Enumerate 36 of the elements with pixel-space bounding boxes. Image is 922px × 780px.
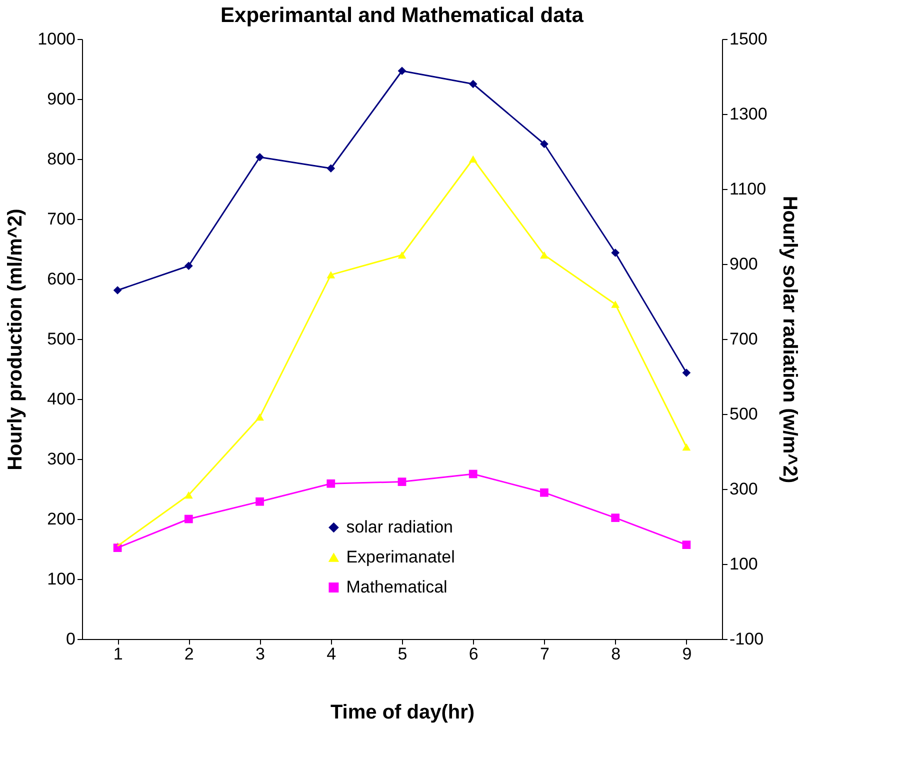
x-axis-title: Time of day(hr) xyxy=(330,702,475,724)
y2-tick-label: 700 xyxy=(730,330,758,348)
y2-axis-title: Hourly solar radiation (w/m^2) xyxy=(778,196,800,484)
y-tick-label: 700 xyxy=(47,210,76,228)
legend-label: Mathematical xyxy=(346,578,448,596)
x-tick-label: 9 xyxy=(682,644,692,664)
chart-title: Experimantal and Mathematical data xyxy=(220,4,584,27)
y-tick-label: 600 xyxy=(47,270,76,288)
y-tick-label: 1000 xyxy=(38,30,76,48)
y-tick-label: 200 xyxy=(47,510,76,528)
x-tick-label: 6 xyxy=(468,644,478,664)
x-tick-label: 7 xyxy=(540,644,550,664)
y-tick-label: 900 xyxy=(47,90,76,108)
y2-tick-label: 1500 xyxy=(730,30,768,48)
x-tick-label: 1 xyxy=(113,644,123,664)
y2-tick-label: 100 xyxy=(730,554,758,574)
x-tick-label: 3 xyxy=(256,644,266,664)
y-tick-label: 800 xyxy=(47,150,76,168)
y2-tick-label: 1100 xyxy=(730,180,766,198)
y-tick-label: 300 xyxy=(47,450,76,468)
y2-tick-label: 500 xyxy=(730,404,758,424)
y-axis-title: Hourly production (ml/m^2) xyxy=(4,208,27,470)
y2-tick-label: 1300 xyxy=(730,104,768,124)
y2-tick-label: -100 xyxy=(730,630,764,648)
y2-tick-label: 300 xyxy=(730,480,758,498)
x-tick-label: 8 xyxy=(611,644,621,664)
x-tick-label: 4 xyxy=(326,644,336,664)
y2-tick-label: 900 xyxy=(730,254,758,274)
y-tick-label: 100 xyxy=(47,570,76,588)
x-tick-label: 2 xyxy=(184,644,194,664)
y-tick-label: 400 xyxy=(47,390,76,408)
y-tick-label: 500 xyxy=(47,330,76,348)
legend-label: solar radiation xyxy=(346,518,453,536)
legend-label: Experimanatel xyxy=(346,548,455,566)
y-tick-label: 0 xyxy=(66,630,76,648)
x-tick-label: 5 xyxy=(398,644,408,664)
